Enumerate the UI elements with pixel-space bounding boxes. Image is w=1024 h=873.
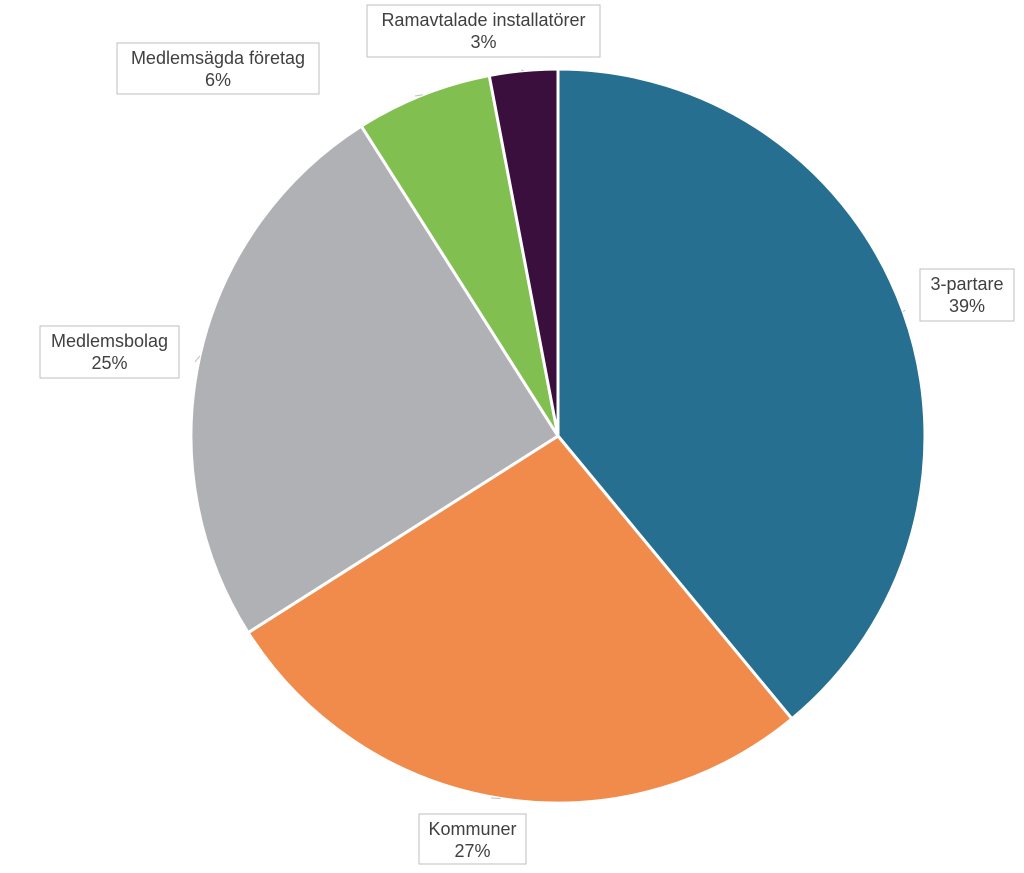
data-label-value: 27%	[454, 841, 490, 861]
data-label-box	[116, 42, 320, 95]
data-label-box	[366, 4, 601, 58]
data-label-name: 3-partare	[930, 274, 1003, 294]
data-label-value: 25%	[91, 353, 127, 373]
pie-slice-3-partare	[556, 67, 927, 721]
data-label-name: Kommuner	[428, 819, 516, 839]
data-label-value: 6%	[205, 70, 231, 90]
leader-line-medlemsagda-foretag	[414, 94, 423, 97]
data-label-value: 39%	[949, 296, 985, 316]
data-label-name: Medlemsägda företag	[131, 48, 305, 68]
pie-slice-medlemsagda-foretag	[359, 73, 560, 437]
leader-lines	[194, 69, 906, 799]
data-label-box	[418, 813, 527, 865]
pie-slice-medlemsbolag	[189, 124, 561, 635]
data-label-name: Medlemsbolag	[51, 331, 168, 351]
data-label-value: 3%	[470, 32, 496, 52]
leader-line-medlemsbolag	[194, 355, 201, 363]
data-labels: 3-partare39%Kommuner27%Medlemsbolag25%Me…	[39, 4, 1015, 865]
leader-line-3-partare	[902, 309, 906, 313]
data-label-box	[919, 268, 1015, 322]
data-label-name: Ramavtalade installatörer	[381, 10, 585, 30]
leader-line-kommuner	[490, 797, 501, 799]
pie-slices	[189, 67, 927, 805]
leader-line-ramavtalade-installatorer	[520, 69, 524, 72]
data-label-box	[39, 325, 180, 379]
